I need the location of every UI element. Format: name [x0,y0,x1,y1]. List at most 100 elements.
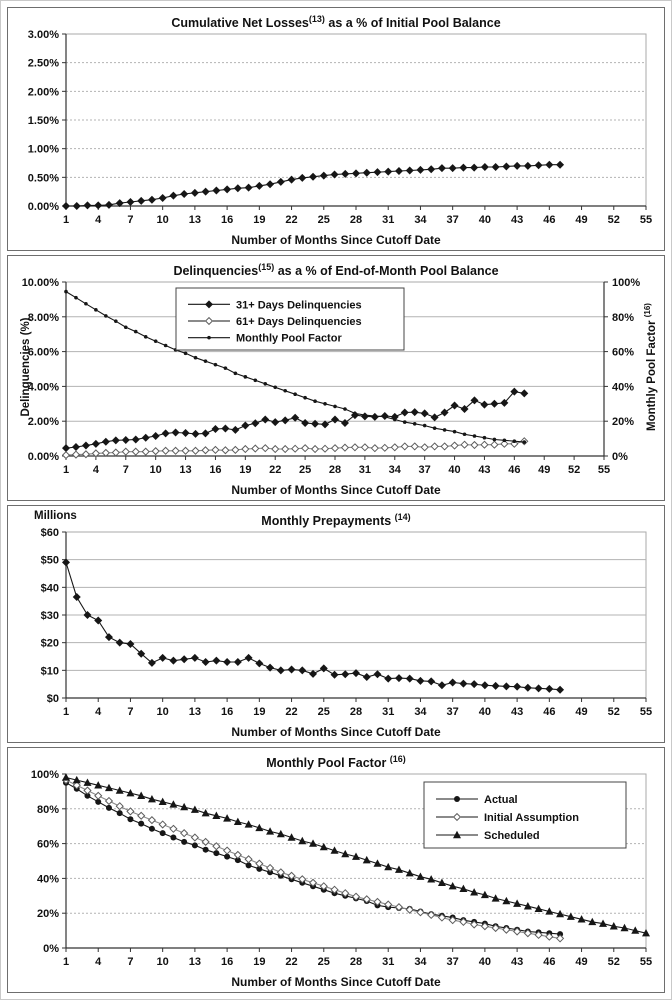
svg-text:7: 7 [123,464,129,476]
series-61-days-delinquencies [61,437,529,460]
svg-text:7: 7 [127,706,133,718]
svg-text:43: 43 [511,956,523,968]
svg-text:40: 40 [479,706,491,718]
svg-text:Initial Assumption: Initial Assumption [484,812,579,824]
svg-text:46: 46 [543,214,555,226]
svg-text:6.00%: 6.00% [28,347,59,359]
svg-text:13: 13 [189,956,201,968]
svg-text:16: 16 [221,956,233,968]
svg-text:34: 34 [389,464,402,476]
series-cumulative-net-losses [62,160,565,210]
svg-text:0.50%: 0.50% [28,172,59,184]
svg-text:$60: $60 [41,527,59,539]
svg-text:13: 13 [189,706,201,718]
svg-text:25: 25 [318,706,330,718]
svg-text:28: 28 [350,956,362,968]
title-text: Cumulative Net Losses [171,16,309,31]
svg-text:31+ Days Delinquencies: 31+ Days Delinquencies [236,299,362,311]
monthly-prepayments-plot: $0 $10 $20 $30 $40 $50 $60 1 4 7 10 13 16 19 22 25 28 31 3… [41,527,652,718]
svg-text:10: 10 [157,214,169,226]
cumulative-net-losses-plot: 0.00% 0.50% 1.00% 1.50% 2.00% 2.50% 3.00% 1 4 7 10… [28,29,652,226]
svg-text:7: 7 [127,214,133,226]
svg-text:10: 10 [157,706,169,718]
svg-text:10: 10 [150,464,162,476]
x-axis-label: Number of Months Since Cutoff Date [231,233,441,247]
svg-text:4: 4 [95,214,102,226]
svg-text:37: 37 [419,464,431,476]
svg-text:46: 46 [508,464,520,476]
svg-text:8.00%: 8.00% [28,312,59,324]
svg-text:0%: 0% [612,451,628,463]
svg-text:16: 16 [221,214,233,226]
chart-title-cumulative-net-losses: Cumulative Net Losses(13) as a % of Init… [8,8,664,31]
svg-text:52: 52 [608,706,620,718]
svg-text:1.00%: 1.00% [28,144,59,156]
svg-text:0.00%: 0.00% [28,451,59,463]
svg-text:55: 55 [640,214,652,226]
svg-text:$40: $40 [41,582,59,594]
title-text: Monthly Pool Factor [266,756,390,771]
svg-text:52: 52 [568,464,580,476]
svg-text:43: 43 [511,706,523,718]
svg-text:1.50%: 1.50% [28,115,59,127]
svg-text:34: 34 [414,706,427,718]
chart-box-cumulative-net-losses: Cumulative Net Losses(13) as a % of Init… [7,7,665,251]
pool-factor-right-axis-label: Monthly Pool Factor (16) [641,287,658,447]
svg-text:1: 1 [63,214,69,226]
svg-text:43: 43 [511,214,523,226]
x-axis-label: Number of Months Since Cutoff Date [231,725,441,739]
svg-text:25: 25 [318,956,330,968]
svg-text:37: 37 [447,214,459,226]
svg-text:55: 55 [598,464,610,476]
svg-text:22: 22 [285,706,297,718]
svg-text:19: 19 [239,464,251,476]
svg-text:$10: $10 [41,665,59,677]
title-text: as a % of End-of-Month Pool Balance [274,264,499,279]
svg-text:49: 49 [575,706,587,718]
svg-text:100%: 100% [612,277,640,289]
x-axis-label: Number of Months Since Cutoff Date [231,483,441,497]
svg-text:$20: $20 [41,638,59,650]
chart-box-monthly-prepayments: Monthly Prepayments (14) Millions $0 $10 $… [7,505,665,743]
delinquencies-plot: 0.00% 2.00% 4.00% 6.00% 8.00% 10.00% 0% 20% 40% 6… [22,277,641,476]
svg-text:52: 52 [608,956,620,968]
svg-text:28: 28 [350,706,362,718]
chart-box-monthly-pool-factor: Monthly Pool Factor (16) 0% 20% 40% 60% 80% 1… [7,747,665,993]
svg-text:55: 55 [640,706,652,718]
svg-text:22: 22 [285,956,297,968]
svg-text:34: 34 [414,214,427,226]
series-monthly-prepayments-m [62,558,565,694]
svg-text:1: 1 [63,956,69,968]
svg-text:16: 16 [221,706,233,718]
title-superscript: (14) [394,512,411,522]
series-scheduled [62,773,650,937]
svg-text:80%: 80% [37,804,59,816]
series-31-days-delinquencies [62,387,529,453]
svg-text:31: 31 [382,706,394,718]
grid-and-axes: 0.00% 0.50% 1.00% 1.50% 2.00% 2.50% 3.00% 1 4 7 10… [28,29,652,226]
svg-text:4.00%: 4.00% [28,381,59,393]
svg-text:49: 49 [538,464,550,476]
svg-text:25: 25 [318,214,330,226]
svg-text:37: 37 [447,956,459,968]
millions-units-label: Millions [34,510,77,522]
x-axis-label: Number of Months Since Cutoff Date [231,975,441,989]
svg-text:40%: 40% [612,381,634,393]
svg-text:19: 19 [253,706,265,718]
svg-text:49: 49 [575,956,587,968]
svg-text:31: 31 [382,956,394,968]
svg-text:19: 19 [253,214,265,226]
title-superscript: (16) [389,754,406,764]
svg-text:34: 34 [414,956,427,968]
title-text: as a % of Initial Pool Balance [324,16,501,31]
svg-text:4: 4 [95,956,102,968]
svg-text:20%: 20% [612,416,634,428]
svg-text:Scheduled: Scheduled [484,830,540,842]
svg-text:10: 10 [157,956,169,968]
svg-text:1: 1 [63,706,69,718]
svg-text:2.00%: 2.00% [28,416,59,428]
svg-text:22: 22 [269,464,281,476]
svg-text:40: 40 [479,956,491,968]
svg-text:16: 16 [209,464,221,476]
